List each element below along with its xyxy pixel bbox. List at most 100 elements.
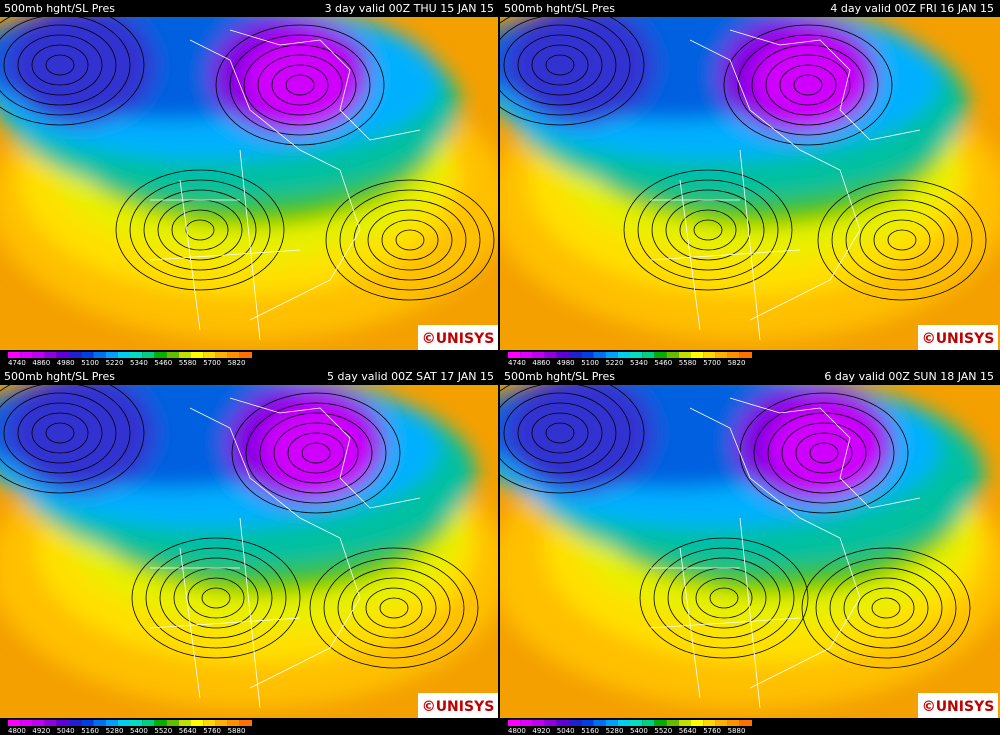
contour — [500, 385, 631, 484]
legend-label: 5400 — [130, 727, 148, 735]
contour — [257, 54, 343, 116]
contour — [131, 537, 301, 659]
contour — [809, 442, 839, 464]
legend-swatch — [239, 720, 252, 726]
legend-swatch — [593, 352, 606, 358]
legend-label: 5700 — [203, 359, 221, 367]
legend-swatch — [142, 720, 155, 726]
legend-label: 4860 — [532, 359, 550, 367]
coastline — [729, 397, 921, 509]
legend-swatch — [617, 720, 630, 726]
legend-swatch — [581, 352, 594, 358]
forecast-panel: 500mb hght/SL Pres 6 day valid 00Z SUN 18… — [500, 368, 1000, 735]
legend-swatch — [215, 720, 228, 726]
legend-label: 5100 — [81, 359, 99, 367]
legend-label: 5580 — [679, 359, 697, 367]
legend-swatch — [191, 720, 204, 726]
map — [500, 17, 1000, 350]
panel-title: 500mb hght/SL Pres — [504, 2, 615, 15]
legend-swatch — [105, 352, 118, 358]
legend-swatch — [508, 352, 521, 358]
height-field — [500, 17, 1000, 340]
legend-label: 5700 — [703, 359, 721, 367]
legend-swatch — [508, 720, 521, 726]
legend-swatch — [569, 352, 582, 358]
legend-swatch — [81, 352, 94, 358]
legend-label: 5880 — [228, 727, 246, 735]
map — [500, 385, 1000, 718]
coastlines — [649, 397, 921, 709]
legend-label: 5160 — [581, 727, 599, 735]
legend-swatch — [166, 720, 179, 726]
legend-swatch — [56, 352, 69, 358]
legend-swatch — [44, 720, 57, 726]
legend-swatch — [215, 352, 228, 358]
map — [0, 17, 498, 350]
logo-box — [918, 325, 998, 350]
logo: ©UNISYS — [922, 331, 995, 347]
contour — [859, 209, 945, 271]
contour — [817, 179, 987, 301]
legend-swatch — [32, 720, 45, 726]
legend-label: 5100 — [581, 359, 599, 367]
contour — [831, 189, 973, 291]
legend-swatch — [166, 352, 179, 358]
contour — [229, 34, 371, 136]
legend-swatch — [666, 720, 679, 726]
contour — [545, 54, 575, 76]
legend-swatch — [93, 720, 106, 726]
contour — [3, 24, 117, 106]
contour — [17, 402, 103, 464]
contour — [287, 432, 345, 474]
legend-swatch — [93, 352, 106, 358]
legend-swatch — [142, 352, 155, 358]
legend-swatch — [8, 352, 21, 358]
contour — [815, 557, 957, 659]
contour — [185, 219, 215, 241]
contour — [245, 402, 387, 504]
legend-swatch — [69, 352, 82, 358]
contour — [753, 402, 895, 504]
legend-label: 5400 — [630, 727, 648, 735]
contours — [0, 385, 479, 669]
header-bar — [0, 368, 498, 385]
coastline — [189, 39, 361, 321]
contour — [3, 392, 117, 474]
legend-swatch — [117, 720, 130, 726]
logo-box — [418, 693, 498, 718]
forecast-panel: 500mb hght/SL Pres 3 day valid 00Z THU 15… — [0, 0, 498, 367]
legend-label: 4920 — [32, 727, 50, 735]
legend-label: 5340 — [130, 359, 148, 367]
legend-swatch — [203, 352, 216, 358]
legend-label: 5460 — [654, 359, 672, 367]
legend-swatch — [56, 720, 69, 726]
contour — [517, 34, 603, 96]
coastline — [229, 29, 421, 141]
legend-label: 4800 — [508, 727, 526, 735]
legend-label: 5760 — [703, 727, 721, 735]
legend-swatch — [642, 720, 655, 726]
legend-label: 5220 — [606, 359, 624, 367]
legend-swatch — [239, 352, 252, 358]
contour — [129, 179, 271, 281]
legend-label: 5340 — [630, 359, 648, 367]
contour — [500, 17, 631, 116]
legend-label: 5040 — [557, 727, 575, 735]
legend-label: 5220 — [106, 359, 124, 367]
height-band — [505, 17, 655, 125]
contour — [637, 179, 779, 281]
legend-swatch — [739, 352, 752, 358]
contour — [31, 44, 89, 86]
valid-time: 3 day valid 00Z THU 15 JAN 15 — [325, 2, 494, 15]
valid-time: 5 day valid 00Z SAT 17 JAN 15 — [327, 370, 494, 383]
coastlines — [149, 397, 421, 709]
legend-swatch — [605, 720, 618, 726]
contour — [187, 577, 245, 619]
contour — [639, 537, 809, 659]
legend-label: 5640 — [179, 727, 197, 735]
legend-swatch — [727, 352, 740, 358]
legend-swatch — [130, 720, 143, 726]
legend-swatch — [654, 720, 667, 726]
legend-swatch — [739, 720, 752, 726]
contour — [887, 229, 917, 251]
